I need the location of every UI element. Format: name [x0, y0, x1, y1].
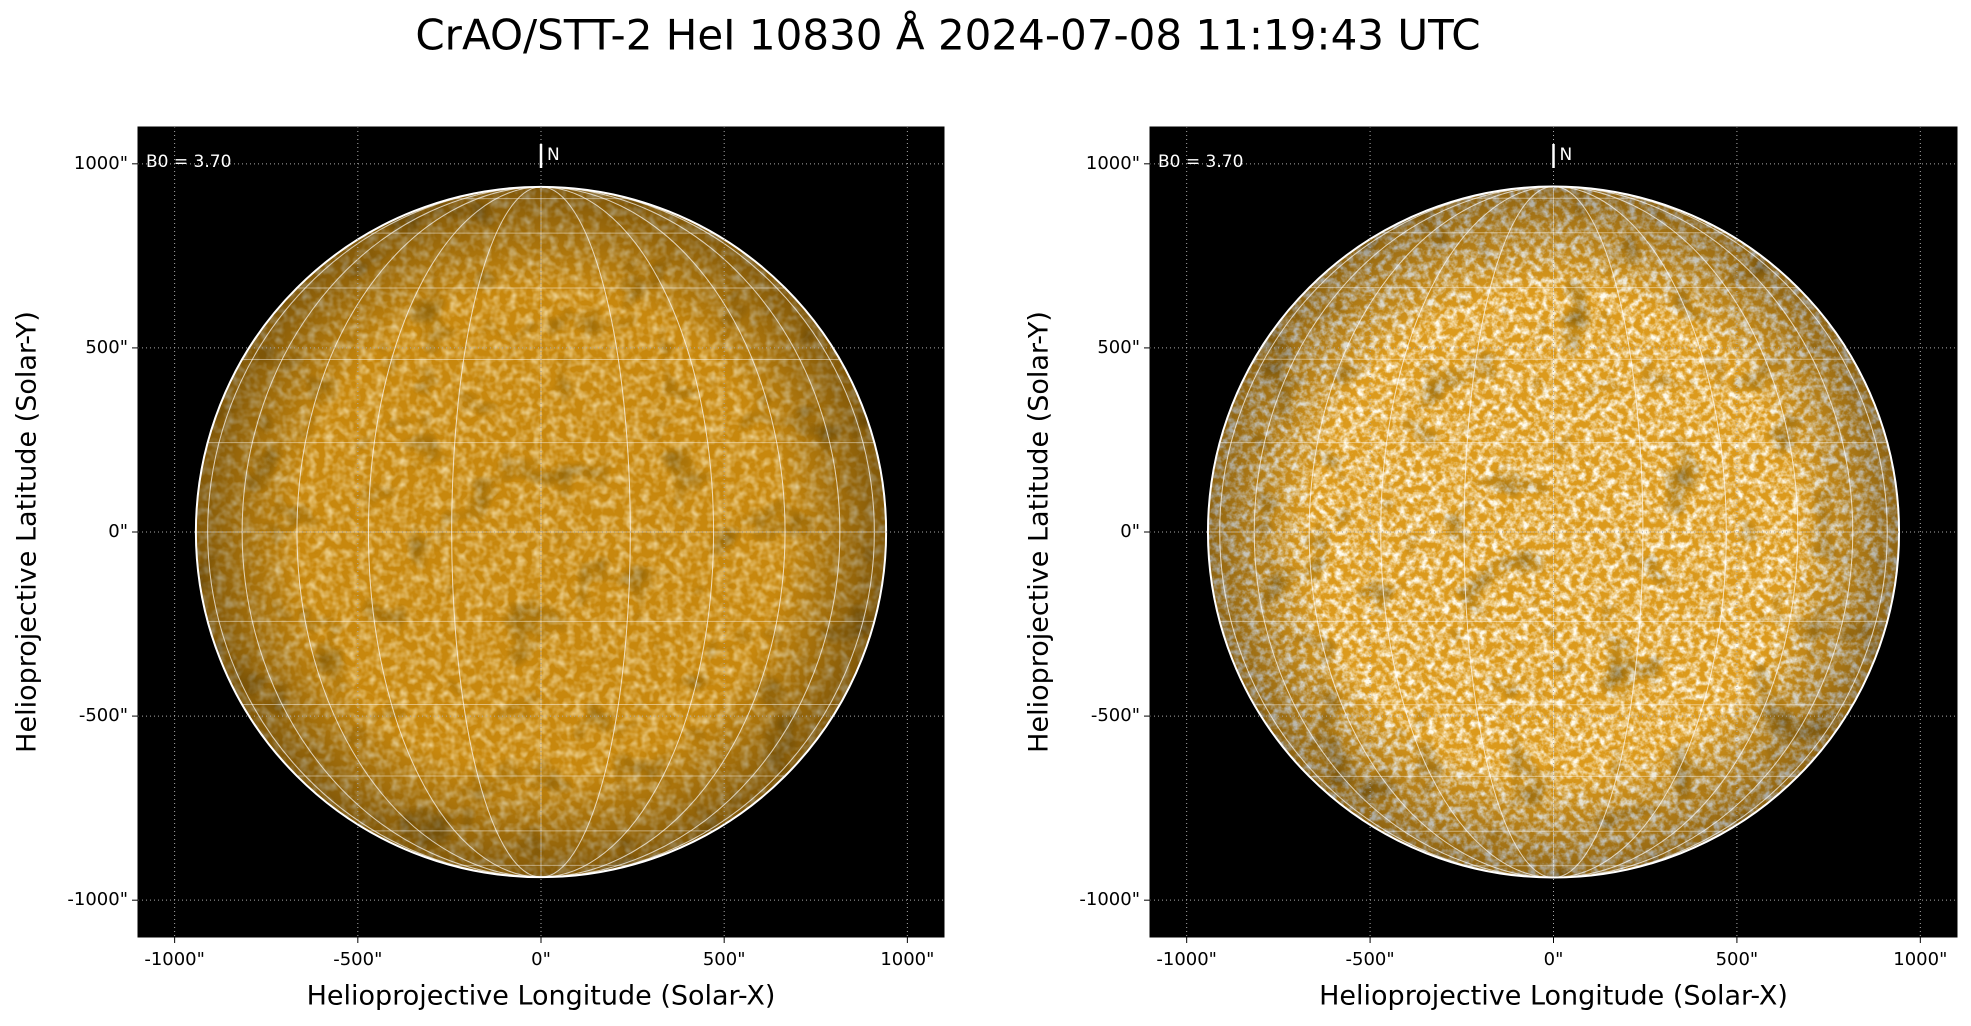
x-tick-label: 500": [1716, 949, 1759, 970]
x-tick-label: -500": [1346, 949, 1395, 970]
meridian: [1308, 186, 1799, 878]
y-tick-label: -1000": [67, 889, 128, 910]
x-tick-label: -500": [333, 949, 382, 970]
limb: [1206, 185, 1901, 879]
x-axis-label: Helioprojective Longitude (Solar-X): [307, 981, 776, 1012]
plot-frame: [137, 126, 945, 938]
meridian: [296, 186, 786, 878]
y-axis-label: Helioprojective Latitude (Solar-Y): [12, 311, 43, 753]
x-axis-label: Helioprojective Longitude (Solar-X): [1319, 981, 1788, 1012]
figure-title: CrAO/STT-2 HeI 10830 Å 2024-07-08 11:19:…: [415, 10, 1480, 60]
annotation: B0 = 3.70: [1158, 152, 1243, 172]
meridian: [367, 186, 715, 878]
meridian: [1219, 186, 1888, 878]
y-tick-label: 500": [1097, 337, 1140, 358]
y-tick-label: 500": [85, 337, 128, 358]
meridian: [296, 186, 786, 878]
x-tick-label: -1000": [1156, 949, 1217, 970]
y-axis-label: Helioprojective Latitude (Solar-Y): [1024, 311, 1055, 753]
y-tick-label: 0": [108, 521, 128, 542]
north-label: N: [547, 145, 560, 165]
y-tick-label: -500": [79, 705, 128, 726]
x-tick-label: 0": [1544, 949, 1564, 970]
x-tick-label: 1000": [880, 949, 934, 970]
x-tick-label: -1000": [144, 949, 205, 970]
meridian: [1219, 186, 1888, 878]
y-tick-label: 0": [1120, 521, 1140, 542]
x-tick-label: 0": [531, 949, 551, 970]
meridian: [367, 186, 715, 878]
x-tick-label: 1000": [1893, 949, 1947, 970]
y-tick-label: 1000": [1086, 153, 1140, 174]
annotation: B0 = 3.70: [146, 152, 231, 172]
y-tick-label: 1000": [74, 153, 128, 174]
meridian: [1308, 186, 1799, 878]
x-tick-label: 500": [703, 949, 746, 970]
plot-frame: [1149, 126, 1958, 938]
north-label: N: [1560, 145, 1573, 165]
y-tick-label: -500": [1091, 705, 1140, 726]
y-tick-label: -1000": [1079, 889, 1140, 910]
